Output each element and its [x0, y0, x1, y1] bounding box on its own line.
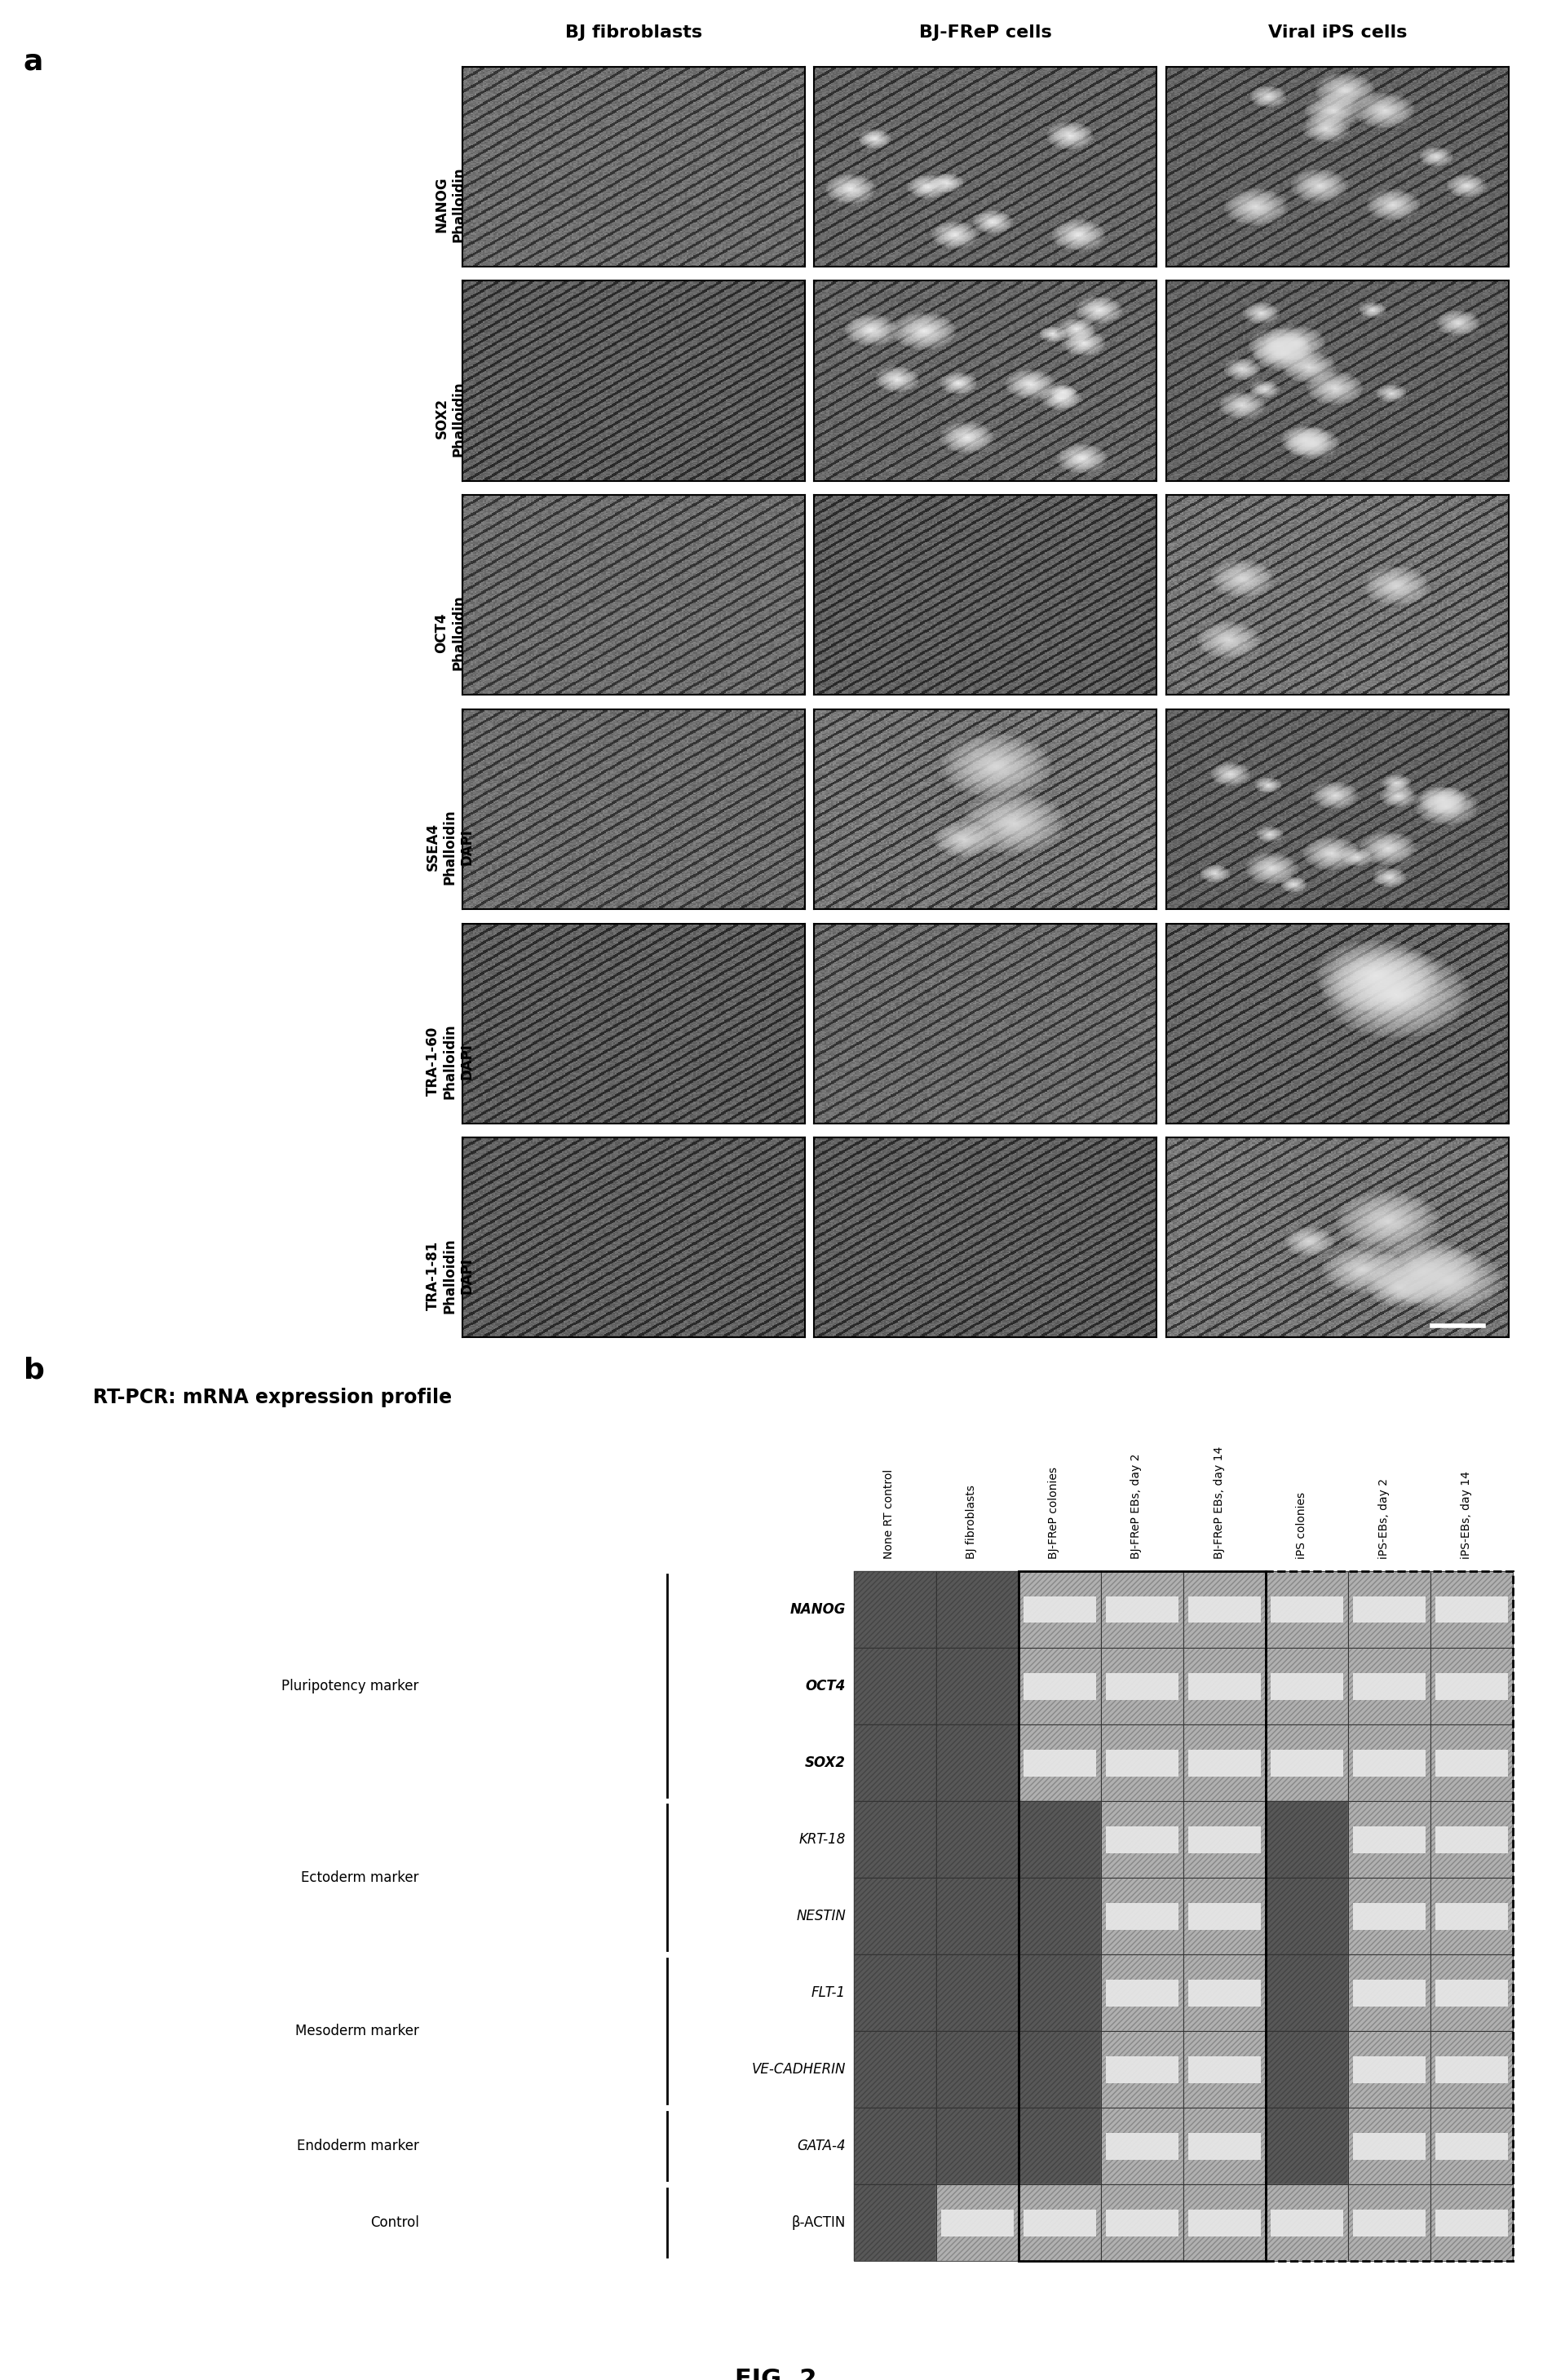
Text: GATA-4: GATA-4: [798, 2140, 846, 2154]
Text: BJ fibroblasts: BJ fibroblasts: [565, 24, 703, 40]
Text: iPS colonies: iPS colonies: [1296, 1492, 1307, 1559]
Text: None RT control: None RT control: [883, 1468, 896, 1559]
Text: FLT-1: FLT-1: [812, 1985, 846, 1999]
Text: OCT4: OCT4: [805, 1678, 846, 1692]
Text: SOX2
Phalloidin: SOX2 Phalloidin: [435, 381, 466, 457]
Text: Viral iPS cells: Viral iPS cells: [1268, 24, 1406, 40]
Text: a: a: [23, 48, 43, 76]
Text: β-ACTIN: β-ACTIN: [792, 2216, 846, 2230]
Text: KRT-18: KRT-18: [799, 1833, 846, 1847]
Text: NESTIN: NESTIN: [796, 1909, 846, 1923]
Text: BJ-FReP EBs, day 2: BJ-FReP EBs, day 2: [1131, 1454, 1142, 1559]
Text: Ectoderm marker: Ectoderm marker: [301, 1871, 419, 1885]
Text: Pluripotency marker: Pluripotency marker: [282, 1678, 419, 1692]
Text: SOX2: SOX2: [805, 1754, 846, 1771]
Text: BJ-FReP cells: BJ-FReP cells: [919, 24, 1052, 40]
Text: Endoderm marker: Endoderm marker: [296, 2140, 419, 2154]
Text: TRA-1-81
Phalloidin
DAPI: TRA-1-81 Phalloidin DAPI: [425, 1238, 475, 1314]
Text: BJ-FReP colonies: BJ-FReP colonies: [1048, 1466, 1060, 1559]
Text: NANOG
Phalloidin: NANOG Phalloidin: [435, 167, 466, 243]
Text: BJ-FReP EBs, day 14: BJ-FReP EBs, day 14: [1214, 1447, 1225, 1559]
Text: iPS-EBs, day 14: iPS-EBs, day 14: [1460, 1471, 1471, 1559]
Text: OCT4
Phalloidin: OCT4 Phalloidin: [435, 595, 466, 671]
Text: iPS-EBs, day 2: iPS-EBs, day 2: [1378, 1478, 1389, 1559]
Text: Mesoderm marker: Mesoderm marker: [295, 2023, 419, 2037]
Text: RT-PCR: mRNA expression profile: RT-PCR: mRNA expression profile: [93, 1388, 452, 1407]
Text: TRA-1-60
Phalloidin
DAPI: TRA-1-60 Phalloidin DAPI: [425, 1023, 475, 1100]
Text: b: b: [23, 1357, 45, 1385]
Text: SSEA4
Phalloidin
DAPI: SSEA4 Phalloidin DAPI: [425, 809, 475, 885]
Text: FIG. 2: FIG. 2: [736, 2368, 816, 2380]
Text: BJ fibroblasts: BJ fibroblasts: [965, 1485, 978, 1559]
Text: NANOG: NANOG: [790, 1602, 846, 1616]
Text: Control: Control: [371, 2216, 419, 2230]
Text: VE-CADHERIN: VE-CADHERIN: [751, 2061, 846, 2078]
